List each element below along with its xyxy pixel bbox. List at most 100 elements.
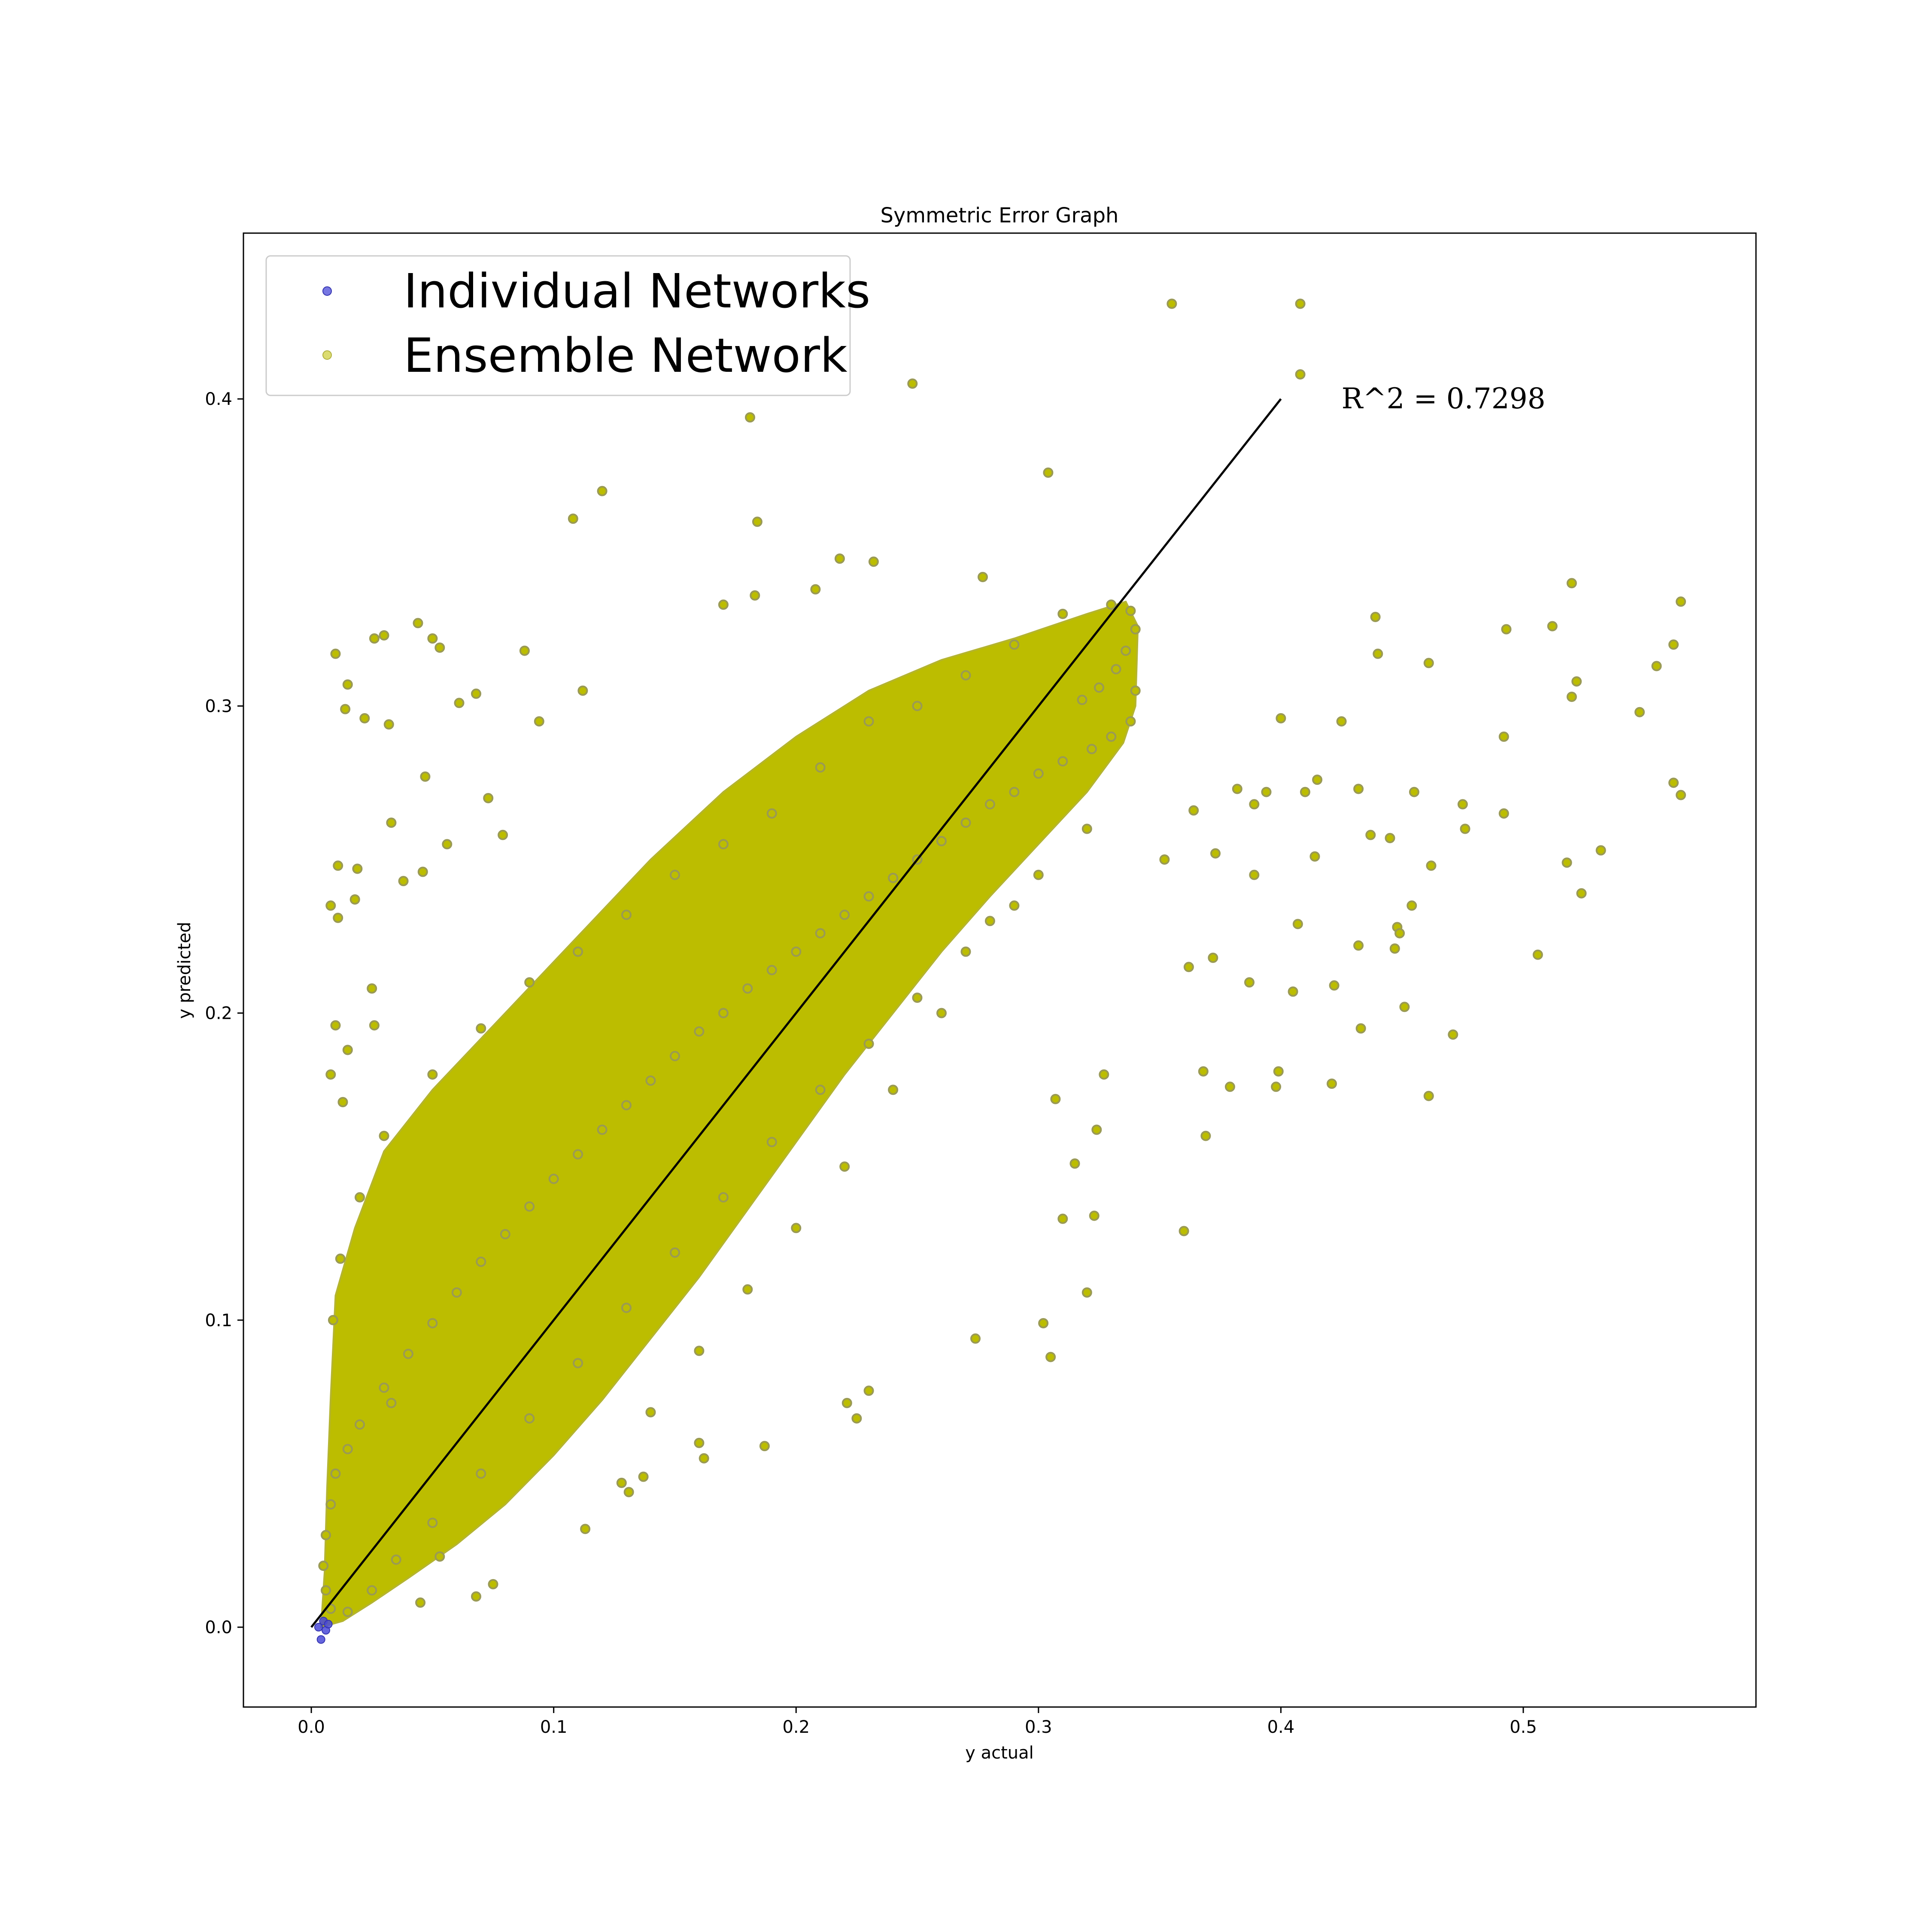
data-point-ensemble bbox=[1566, 692, 1577, 702]
data-point-ensemble bbox=[863, 716, 874, 727]
data-point-ensemble bbox=[342, 1444, 353, 1455]
data-point-ensemble bbox=[318, 1561, 329, 1571]
data-point-ensemble bbox=[434, 1551, 445, 1562]
data-point-individual bbox=[324, 1619, 333, 1628]
data-point-ensemble bbox=[1106, 599, 1117, 610]
data-point-ensemble bbox=[621, 1100, 632, 1111]
data-point-ensemble bbox=[328, 1315, 338, 1325]
x-tick-label: 0.1 bbox=[540, 1717, 568, 1737]
reference-line bbox=[310, 398, 1282, 1628]
data-point-ensemble bbox=[524, 977, 535, 988]
data-point-ensemble bbox=[978, 572, 988, 582]
data-point-ensemble bbox=[427, 633, 438, 644]
data-point-ensemble bbox=[1353, 784, 1364, 794]
data-point-ensemble bbox=[1409, 787, 1419, 797]
data-point-ensemble bbox=[1043, 467, 1054, 478]
ensemble-network-series bbox=[318, 298, 1686, 1617]
data-point-ensemble bbox=[936, 836, 947, 847]
y-tick-label: 0.0 bbox=[205, 1618, 232, 1637]
data-point-ensemble bbox=[330, 1468, 341, 1479]
data-point-ensemble bbox=[1057, 608, 1068, 619]
y-tick-label: 0.2 bbox=[205, 1004, 232, 1024]
data-point-ensemble bbox=[379, 1130, 389, 1141]
data-point-ensemble bbox=[1292, 919, 1303, 930]
data-point-ensemble bbox=[718, 599, 729, 610]
data-point-ensemble bbox=[1050, 1094, 1061, 1104]
data-point-ensemble bbox=[1501, 624, 1512, 635]
data-point-ensemble bbox=[766, 1137, 777, 1147]
data-point-ensemble bbox=[1498, 808, 1509, 819]
data-point-ensemble bbox=[621, 909, 632, 920]
data-point-ensemble bbox=[1336, 716, 1347, 727]
data-point-ensemble bbox=[1353, 940, 1364, 951]
chart-title: Symmetric Error Graph bbox=[881, 204, 1119, 228]
x-tick-label: 0.5 bbox=[1510, 1717, 1537, 1737]
data-point-ensemble bbox=[907, 378, 918, 389]
data-point-ensemble bbox=[1130, 685, 1141, 696]
data-point-ensemble bbox=[1406, 900, 1417, 911]
individual-networks-series bbox=[314, 1616, 333, 1644]
x-axis-label: y actual bbox=[965, 1743, 1034, 1763]
data-point-ensemble bbox=[1106, 731, 1117, 742]
data-point-ensemble bbox=[810, 584, 821, 595]
data-point-ensemble bbox=[427, 1318, 438, 1328]
data-point-ensemble bbox=[1081, 823, 1092, 834]
legend-box bbox=[265, 255, 851, 396]
y-tick-label: 0.4 bbox=[205, 389, 232, 409]
data-point-ensemble bbox=[670, 869, 680, 880]
data-point-ensemble bbox=[742, 983, 753, 994]
data-point-ensemble bbox=[524, 1201, 535, 1212]
data-point-ensemble bbox=[573, 1149, 583, 1160]
data-point-ensemble bbox=[413, 618, 423, 629]
data-point-ensemble bbox=[488, 1579, 498, 1589]
data-point-ensemble bbox=[1295, 369, 1306, 380]
data-point-ensemble bbox=[330, 1020, 341, 1031]
data-point-ensemble bbox=[367, 983, 377, 994]
data-point-ensemble bbox=[342, 1607, 353, 1617]
data-point-ensemble bbox=[1125, 716, 1136, 727]
data-point-ensemble bbox=[1069, 1158, 1080, 1169]
data-point-ensemble bbox=[1448, 1029, 1458, 1040]
data-point-ensemble bbox=[1355, 1023, 1366, 1034]
data-point-ensemble bbox=[1208, 952, 1218, 963]
data-point-ensemble bbox=[325, 900, 336, 911]
plot-area bbox=[310, 298, 1686, 1644]
data-point-ensemble bbox=[519, 645, 530, 656]
x-tick-label: 0.2 bbox=[782, 1717, 810, 1737]
dense-band-fill bbox=[320, 600, 1139, 1628]
y-axis-label: y predicted bbox=[175, 922, 194, 1019]
data-point-ensemble bbox=[791, 1223, 802, 1233]
y-axis-ticks: 0.0 0.1 0.2 0.3 0.4 bbox=[205, 389, 243, 1637]
data-point-ensemble bbox=[1111, 664, 1121, 674]
legend: Individual Networks Ensemble Network bbox=[265, 255, 870, 396]
data-point-ensemble bbox=[476, 1023, 486, 1034]
data-point-ensemble bbox=[1668, 778, 1679, 788]
data-point-ensemble bbox=[960, 946, 971, 957]
data-point-ensemble bbox=[984, 799, 995, 810]
data-point-ensemble bbox=[369, 1020, 380, 1031]
legend-label-ensemble: Ensemble Network bbox=[404, 328, 848, 383]
data-point-ensemble bbox=[960, 817, 971, 828]
data-point-ensemble bbox=[1183, 962, 1194, 972]
data-point-ensemble bbox=[1089, 1210, 1100, 1221]
data-point-ensemble bbox=[1373, 648, 1383, 659]
data-point-ensemble bbox=[1385, 833, 1395, 843]
data-point-ensemble bbox=[759, 1441, 770, 1452]
data-point-ensemble bbox=[403, 1349, 413, 1359]
data-point-ensemble bbox=[534, 716, 544, 727]
data-point-ensemble bbox=[1121, 645, 1131, 656]
data-point-ensemble bbox=[454, 698, 465, 708]
data-point-ensemble bbox=[645, 1075, 656, 1086]
data-point-ensemble bbox=[349, 894, 360, 905]
plot-frame bbox=[243, 232, 1757, 1708]
data-point-ensemble bbox=[863, 1385, 874, 1396]
data-point-ensemble bbox=[355, 1192, 365, 1203]
r-squared-annotation: R^2 = 0.7298 bbox=[1342, 382, 1546, 415]
data-point-ensemble bbox=[398, 876, 409, 887]
data-point-ensemble bbox=[330, 648, 341, 659]
data-point-ensemble bbox=[1566, 578, 1577, 589]
data-point-ensemble bbox=[1309, 851, 1320, 862]
data-point-ensemble bbox=[815, 928, 826, 939]
data-point-ensemble bbox=[471, 1591, 481, 1602]
